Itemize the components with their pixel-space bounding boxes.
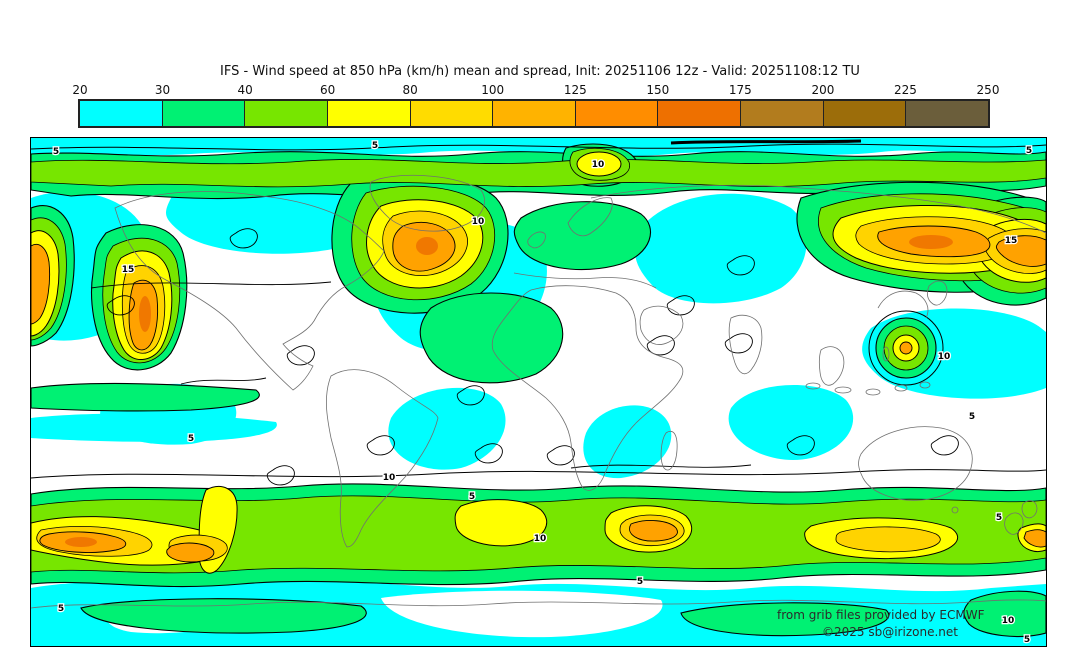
wind-band-deep-orange-cores — [65, 235, 953, 547]
map-canvas: 5 5 10 5 10 15 15 10 5 10 5 10 5 10 5 5 5 5 from grib fil… — [30, 137, 1047, 647]
colorbar-tick-label: 20 — [72, 83, 88, 97]
colorbar-segment — [740, 101, 823, 126]
colorbar-tick-label: 100 — [481, 83, 505, 97]
spread-contour-lines — [31, 139, 1046, 486]
colorbar-segment — [80, 101, 162, 126]
contour-label: 10 — [1002, 616, 1015, 626]
contour-label: 5 — [1026, 146, 1032, 156]
colorbar-segment — [161, 101, 245, 126]
colorbar-segment — [244, 101, 327, 126]
colorbar-tick-label: 225 — [894, 83, 917, 97]
colorbar-segment — [905, 101, 989, 126]
contour-label: 10 — [938, 352, 951, 362]
contour-label: 5 — [188, 434, 194, 444]
contour-label: 10 — [534, 534, 547, 544]
colorbar-ticks: 20 30 40 60 80 100 125 150 175 200 225 250 — [0, 83, 1080, 97]
contour-label: 5 — [996, 513, 1002, 523]
colorbar-segment — [409, 101, 493, 126]
colorbar-segment — [657, 101, 741, 126]
contour-labels: 5 5 10 5 10 15 15 10 5 10 5 10 5 10 5 5 5 5 — [52, 140, 1034, 646]
wind-field-map: 5 5 10 5 10 15 15 10 5 10 5 10 5 10 5 5 5 5 — [31, 138, 1046, 646]
colorbar-tick-label: 40 — [237, 83, 253, 97]
colorbar-tick-label: 125 — [563, 83, 587, 97]
contour-label: 15 — [1005, 236, 1018, 246]
colorbar-tick-label: 80 — [402, 83, 418, 97]
colorbar-tick-label: 30 — [154, 83, 171, 97]
colorbar-tick-label: 150 — [646, 83, 670, 97]
contour-label: 15 — [122, 265, 135, 275]
contour-label: 5 — [969, 412, 975, 422]
coastlines — [31, 174, 1046, 609]
colorbar-tick-label: 250 — [976, 83, 1000, 97]
colorbar-tick-label: 60 — [319, 83, 336, 97]
contour-label: 5 — [53, 147, 59, 157]
contour-label: 5 — [1024, 635, 1030, 645]
contour-label: 5 — [469, 492, 475, 502]
colorbar-segment — [574, 101, 658, 126]
colorbar-tick-label: 175 — [728, 83, 752, 97]
contour-label: 10 — [472, 217, 485, 227]
attribution-copyright: ©2025 sb@irizone.net — [822, 625, 958, 639]
attribution-source: from grib files provided by ECMWF — [777, 608, 985, 622]
colorbar — [78, 99, 990, 128]
colorbar-segment — [492, 101, 575, 126]
contour-label: 5 — [372, 141, 378, 151]
contour-label: 5 — [637, 577, 643, 587]
colorbar-segment — [326, 101, 410, 126]
plot-title: IFS - Wind speed at 850 hPa (km/h) mean … — [220, 64, 860, 79]
contour-label: 10 — [592, 160, 605, 170]
contour-label: 10 — [383, 473, 396, 483]
colorbar-segment — [822, 101, 906, 126]
contour-label: 5 — [58, 604, 64, 614]
colorbar-tick-label: 200 — [811, 83, 835, 97]
